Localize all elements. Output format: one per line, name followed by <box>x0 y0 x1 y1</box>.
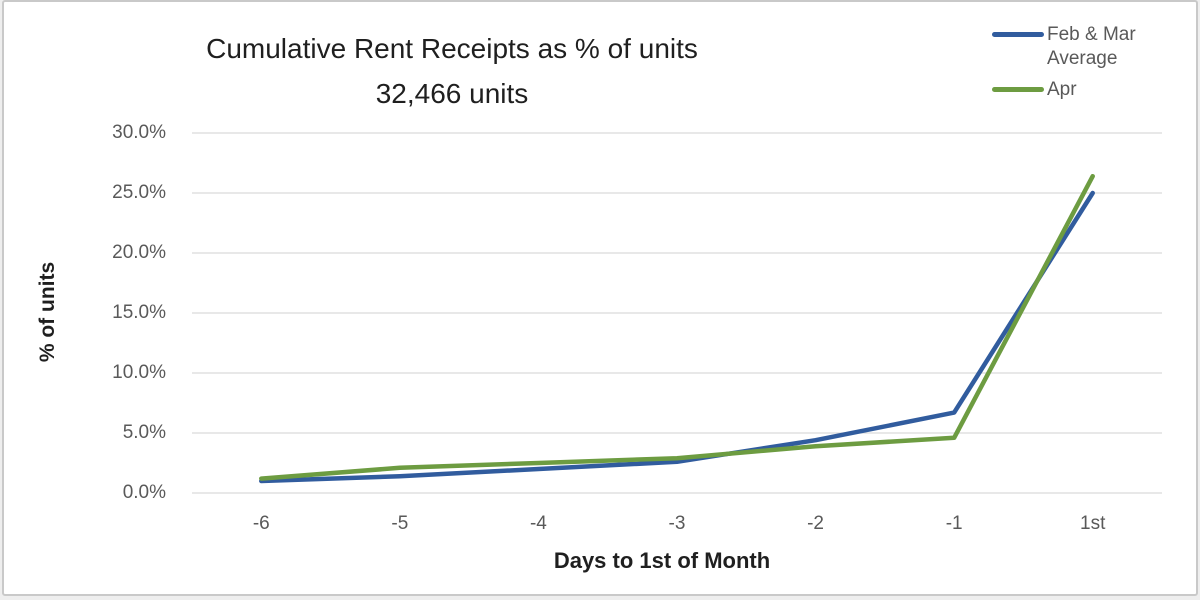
y-axis-title: % of units <box>36 261 59 363</box>
chart-title: Cumulative Rent Receipts as % of units <box>206 33 698 64</box>
x-tick-label: 1st <box>1080 513 1106 534</box>
chart-subtitle: 32,466 units <box>375 78 529 109</box>
y-tick-label: 5.0% <box>122 422 166 443</box>
y-tick-label: 0.0% <box>122 482 166 503</box>
x-tick-label: -6 <box>252 513 270 534</box>
legend-swatch-icon <box>992 32 1044 37</box>
series-line-feb-mar-average <box>259 190 1095 484</box>
plot-area <box>192 132 1162 494</box>
x-axis-title: Days to 1st of Month <box>553 548 771 573</box>
x-tick-label: -4 <box>529 513 547 534</box>
legend-item-feb-mar-average: Feb & Mar Average <box>992 23 1182 71</box>
y-tick-label: 25.0% <box>112 182 166 203</box>
legend: Feb & Mar Average Apr <box>992 23 1182 109</box>
y-tick-label: 15.0% <box>112 302 166 323</box>
y-tick-label: 10.0% <box>112 362 166 383</box>
x-tick-label: -1 <box>945 513 963 534</box>
legend-item-apr: Apr <box>992 78 1182 102</box>
x-tick-label: -5 <box>391 513 409 534</box>
y-tick-label: 30.0% <box>112 122 166 143</box>
series-line-apr <box>259 173 1095 481</box>
legend-label: Apr <box>1047 79 1077 100</box>
x-tick-label: -3 <box>668 513 686 534</box>
chart-title-block: Cumulative Rent Receipts as % of units 3… <box>152 26 752 116</box>
legend-swatch-icon <box>992 87 1044 92</box>
y-tick-label: 20.0% <box>112 242 166 263</box>
legend-label: Feb & Mar Average <box>1047 24 1136 69</box>
x-tick-label: -2 <box>807 513 825 534</box>
